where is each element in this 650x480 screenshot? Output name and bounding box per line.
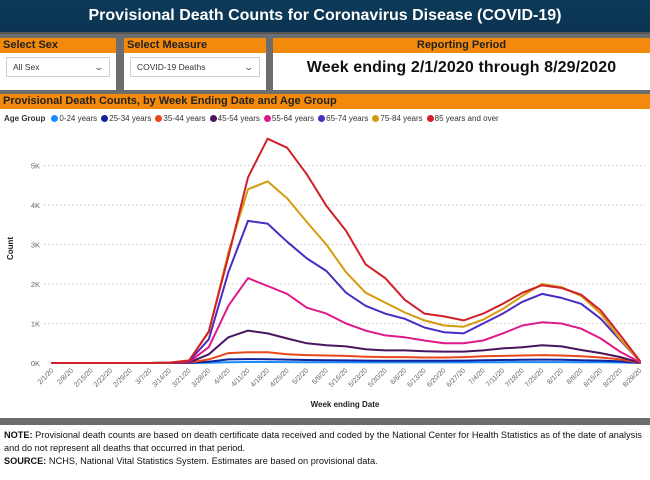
- chart-panel: Provisional Death Counts, by Week Ending…: [0, 94, 650, 418]
- x-tick-label: 8/8/20: [566, 367, 585, 386]
- x-tick-label: 2/15/20: [73, 367, 95, 389]
- circle-icon: [101, 115, 109, 122]
- legend-item[interactable]: 65-74 years: [318, 114, 368, 123]
- x-tick-label: 8/22/20: [602, 367, 624, 389]
- measure-filter-label: Select Measure: [124, 38, 266, 53]
- x-tick-label: 4/4/20: [213, 367, 232, 386]
- sex-filter-panel: Select Sex All Sex ⌄: [0, 38, 116, 90]
- x-tick-label: 2/29/20: [112, 367, 134, 389]
- series-line-45-54-years: [51, 329, 641, 364]
- x-tick-label: 8/1/20: [546, 367, 565, 386]
- circle-icon: [318, 115, 326, 122]
- x-tick-label: 7/11/20: [485, 367, 506, 388]
- x-tick-label: 8/29/20: [622, 367, 644, 389]
- x-tick-label: 6/6/20: [389, 367, 408, 386]
- legend-item[interactable]: 25-34 years: [101, 114, 151, 123]
- x-tick-label: 4/18/20: [250, 367, 272, 389]
- x-tick-label: 5/16/20: [328, 367, 350, 389]
- x-tick-label: 4/25/20: [269, 367, 291, 389]
- series-line-65-74-years: [51, 219, 641, 364]
- x-tick-label: 5/30/20: [367, 367, 389, 389]
- x-tick-label: 7/18/20: [504, 367, 526, 389]
- x-tick-label: 5/2/20: [291, 367, 310, 386]
- y-tick-label: 2K: [31, 280, 40, 289]
- circle-icon: [426, 115, 434, 122]
- reporting-period-panel: Reporting Period Week ending 2/1/2020 th…: [273, 38, 650, 90]
- series-line-55-64-years: [51, 277, 641, 364]
- y-tick-label: 1K: [31, 320, 40, 329]
- line-chart: 0K 1K 2K 3K 4K 5K Count 2/1/20 2/8/202/15/202/22…: [6, 137, 645, 409]
- sex-filter-label: Select Sex: [0, 38, 116, 53]
- legend-label: 25-34 years: [109, 114, 152, 123]
- legend-label: 45-54 years: [217, 114, 260, 123]
- x-tick-label: 4/11/20: [230, 367, 251, 388]
- x-tick-label: 2/8/20: [56, 367, 75, 386]
- note-line: NOTE: Provisional death counts are based…: [4, 429, 646, 455]
- sex-dropdown[interactable]: All Sex ⌄: [6, 57, 110, 77]
- x-tick-label: 7/4/20: [468, 367, 487, 386]
- chart-title: Provisional Death Counts, by Week Ending…: [0, 94, 650, 109]
- x-tick-label: 7/25/20: [524, 367, 546, 389]
- legend-item[interactable]: 0-24 years: [51, 114, 97, 123]
- x-tick-label: 6/27/20: [446, 367, 468, 389]
- circle-icon: [263, 115, 271, 122]
- legend-item[interactable]: 55-64 years: [263, 114, 315, 123]
- x-tick-label: 3/14/20: [152, 367, 174, 389]
- y-tick-label: 3K: [31, 241, 40, 250]
- circle-icon: [155, 115, 163, 122]
- note-label: NOTE:: [4, 430, 33, 440]
- x-tick-label: 2/1/20: [37, 367, 56, 386]
- source-label: SOURCE:: [4, 456, 47, 466]
- x-tick-label: 8/15/20: [583, 367, 605, 389]
- y-tick-label: 5K: [31, 162, 40, 171]
- measure-filter-panel: Select Measure COVID-19 Deaths ⌄: [124, 38, 266, 90]
- measure-dropdown[interactable]: COVID-19 Deaths ⌄: [130, 57, 260, 77]
- x-tick-label: 5/23/20: [348, 367, 370, 389]
- chevron-down-icon: ⌄: [93, 61, 105, 72]
- legend-label: 75-84 years: [380, 114, 423, 123]
- x-tick-label: 2/22/20: [93, 367, 115, 389]
- circle-icon: [209, 115, 217, 122]
- legend-label: 85 years and over: [434, 114, 499, 123]
- legend-item[interactable]: 35-44 years: [155, 114, 206, 123]
- y-axis-label: Count: [6, 237, 15, 260]
- x-axis-label: Week ending Date: [311, 400, 380, 409]
- x-tick-label: 6/13/20: [406, 367, 428, 389]
- y-tick-label: 0K: [31, 359, 40, 368]
- chart-legend: Age Group 0-24 years 25-34 years 35-44 yea…: [4, 114, 503, 123]
- legend-label: 0-24 years: [59, 114, 98, 123]
- y-tick-label: 4K: [31, 201, 40, 210]
- dashboard-title: Provisional Death Counts for Coronavirus…: [0, 0, 650, 34]
- source-text: NCHS, National Vital Statistics System. …: [46, 456, 378, 466]
- x-tick-label: 5/9/20: [311, 367, 330, 386]
- x-tick-label: 3/28/20: [191, 367, 213, 389]
- legend-label: 55-64 years: [271, 114, 315, 123]
- legend-item[interactable]: 45-54 years: [209, 114, 260, 123]
- legend-item[interactable]: 85 years and over: [426, 114, 499, 123]
- legend-label: 35-44 years: [163, 114, 206, 123]
- source-line: SOURCE: NCHS, National Vital Statistics …: [4, 455, 646, 468]
- circle-icon: [372, 115, 380, 122]
- legend-label: 65-74 years: [326, 114, 369, 123]
- legend-title: Age Group: [4, 114, 46, 123]
- x-tick-label: 6/20/20: [426, 367, 448, 389]
- series-line-75-84-years: [51, 180, 641, 364]
- legend-item[interactable]: 75-84 years: [372, 114, 423, 123]
- x-tick-label: 3/21/20: [171, 367, 193, 389]
- reporting-period-label: Reporting Period: [273, 38, 650, 53]
- note-text: Provisional death counts are based on de…: [4, 430, 642, 453]
- chevron-down-icon: ⌄: [243, 61, 255, 72]
- footer-notes: NOTE: Provisional death counts are based…: [0, 425, 650, 480]
- sex-dropdown-value: All Sex: [13, 62, 40, 72]
- circle-icon: [51, 115, 59, 122]
- x-tick-label: 3/7/20: [135, 367, 154, 386]
- series-line-85-years-and-over: [51, 137, 641, 364]
- measure-dropdown-value: COVID-19 Deaths: [137, 62, 206, 72]
- reporting-period-value: Week ending 2/1/2020 through 8/29/2020: [306, 59, 617, 76]
